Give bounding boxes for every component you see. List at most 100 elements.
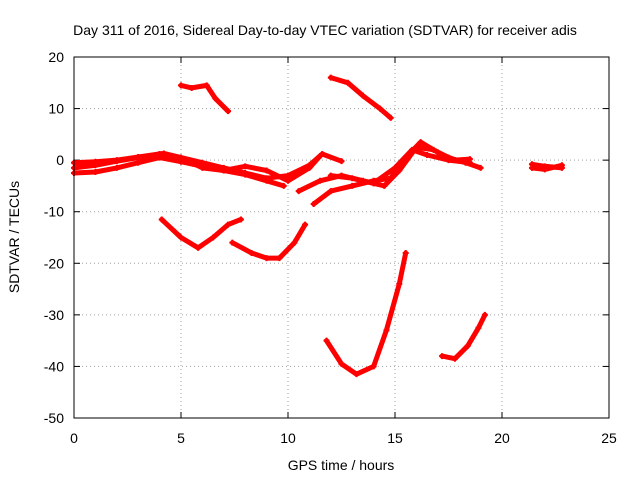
series-track-5 xyxy=(328,75,394,121)
data-point xyxy=(445,157,452,164)
x-tick-label: 5 xyxy=(177,430,185,446)
data-point xyxy=(396,280,403,287)
data-point xyxy=(323,337,330,344)
data-point xyxy=(237,216,244,223)
y-tick-label: -30 xyxy=(44,307,64,323)
data-point xyxy=(229,239,236,246)
data-point xyxy=(135,159,142,166)
y-tick-label: -20 xyxy=(44,255,64,271)
data-point xyxy=(188,84,195,91)
data-point xyxy=(317,153,324,160)
data-point xyxy=(199,164,206,171)
data-point xyxy=(327,172,334,179)
data-point xyxy=(199,159,206,166)
data-point xyxy=(387,175,394,182)
data-point xyxy=(263,175,270,182)
series-track-12 xyxy=(439,312,488,362)
x-tick-label: 10 xyxy=(280,430,296,446)
data-point xyxy=(160,150,167,157)
y-tick-label: -40 xyxy=(44,358,64,374)
data-point xyxy=(338,158,345,165)
data-point xyxy=(92,158,99,165)
data-series xyxy=(71,74,565,378)
data-point xyxy=(387,114,394,121)
series-track-7 xyxy=(229,222,308,261)
data-point xyxy=(310,200,317,207)
data-point xyxy=(402,249,409,256)
data-point xyxy=(327,188,334,195)
data-point xyxy=(451,355,458,362)
data-point xyxy=(381,182,388,189)
data-point xyxy=(528,164,535,171)
data-point xyxy=(242,163,249,170)
data-point xyxy=(434,149,441,156)
y-tick-label: 0 xyxy=(56,152,64,168)
data-point xyxy=(353,371,360,378)
data-point xyxy=(285,172,291,179)
data-point xyxy=(285,177,291,184)
data-point xyxy=(359,92,366,99)
data-point xyxy=(558,162,565,169)
data-point xyxy=(203,82,210,89)
data-point xyxy=(212,95,219,102)
data-point xyxy=(349,175,356,182)
data-point xyxy=(344,79,351,86)
data-point xyxy=(417,139,424,146)
x-tick-label: 15 xyxy=(387,430,403,446)
data-point xyxy=(113,164,120,171)
y-axis-label: SDTVAR / TECUs xyxy=(6,181,22,293)
series-track-10 xyxy=(328,147,473,186)
plot-frame xyxy=(73,56,610,419)
y-tick-label: -50 xyxy=(44,410,64,426)
data-point xyxy=(92,169,99,176)
x-axis-label: GPS time / hours xyxy=(288,457,395,473)
data-point xyxy=(210,234,217,241)
x-tick-label: 20 xyxy=(494,430,510,446)
data-point xyxy=(263,255,270,262)
data-point xyxy=(291,239,298,246)
data-point xyxy=(424,151,431,158)
x-tick-label: 0 xyxy=(70,430,78,446)
y-tick-label: -10 xyxy=(44,204,64,220)
data-point xyxy=(317,177,324,184)
data-point xyxy=(370,363,377,370)
data-point xyxy=(195,244,202,251)
data-point xyxy=(541,166,548,173)
data-point xyxy=(220,167,227,174)
axis-ticks: 0 5 10 15 20 25 -50 -40 -30 -20 -10 0 10 20 xyxy=(44,49,617,446)
data-point xyxy=(306,164,313,171)
x-tick-label: 25 xyxy=(601,430,617,446)
chart-title: Day 311 of 2016, Sidereal Day-to-day VTE… xyxy=(73,22,577,38)
data-point xyxy=(225,108,232,115)
data-point xyxy=(302,221,309,228)
data-point xyxy=(383,327,390,334)
y-tick-label: 10 xyxy=(48,101,64,117)
data-point xyxy=(158,216,165,223)
data-point xyxy=(178,82,184,89)
data-point xyxy=(475,324,482,331)
data-point xyxy=(242,170,249,177)
data-point xyxy=(466,159,473,166)
data-point xyxy=(178,234,184,241)
data-point xyxy=(477,164,484,171)
data-point xyxy=(225,221,232,228)
data-point xyxy=(263,167,270,174)
series-track-4 xyxy=(178,82,231,114)
data-point xyxy=(280,182,287,189)
data-point xyxy=(464,342,471,349)
data-point xyxy=(276,255,283,262)
y-tick-label: 20 xyxy=(48,49,64,65)
data-point xyxy=(481,311,488,318)
data-point xyxy=(135,154,142,161)
data-point xyxy=(327,74,334,81)
data-point xyxy=(338,360,345,367)
data-point xyxy=(349,182,356,189)
data-point xyxy=(409,146,416,153)
data-point xyxy=(113,157,120,164)
data-point xyxy=(439,353,446,360)
data-point xyxy=(392,164,398,171)
data-point xyxy=(178,154,184,161)
data-point xyxy=(377,105,384,112)
data-point xyxy=(295,188,302,195)
